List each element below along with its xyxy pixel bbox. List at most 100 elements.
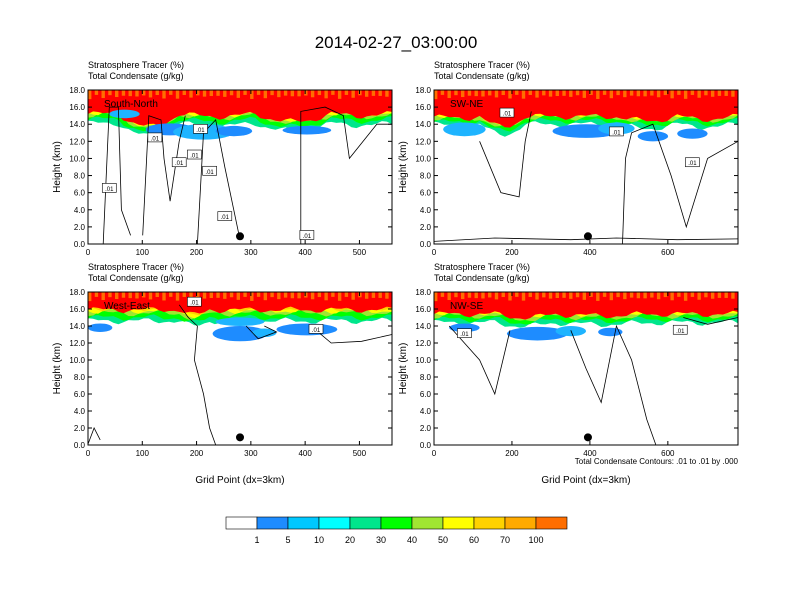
- tracer-spike: [683, 90, 688, 99]
- contour-label: .01: [217, 211, 233, 221]
- x-tick-label: 400: [298, 248, 312, 257]
- colorbar-label: 20: [345, 535, 355, 545]
- contour-label-box: [101, 183, 117, 193]
- y-tick-label: 2.0: [74, 424, 86, 433]
- colorbar-swatch: [380, 516, 413, 530]
- location-marker: [236, 433, 244, 442]
- tracer-spike: [616, 90, 620, 96]
- tracer-spike: [277, 90, 281, 98]
- tracer-spike: [209, 292, 213, 299]
- y-tick-label: 8.0: [74, 172, 86, 181]
- tracer-spike: [683, 292, 688, 301]
- y-tick-label: 8.0: [420, 172, 432, 181]
- contour-label: .01: [171, 157, 187, 167]
- y-tick-label: 6.0: [420, 189, 432, 198]
- colorbar-swatch: [473, 516, 506, 530]
- contour-label-box: [685, 157, 700, 168]
- tracer-spike: [724, 292, 728, 298]
- tracer-spike: [710, 292, 715, 299]
- contour-label: .01: [187, 296, 202, 307]
- y-tick-label: 4.0: [420, 206, 432, 215]
- tracer-spike: [182, 292, 186, 297]
- tracer-spike: [717, 292, 722, 298]
- y-tick-label: 0.0: [420, 240, 432, 249]
- tracer-spike: [515, 90, 519, 95]
- x-axis-label: Grid Point (dx=3km): [541, 475, 630, 486]
- tracer-spike: [263, 292, 268, 301]
- contour-label-text: .01: [303, 234, 312, 240]
- tracer-spike: [371, 90, 376, 96]
- tracer-spike: [344, 90, 349, 95]
- contour-label-box: [672, 324, 688, 335]
- panel-label: SW-NE: [450, 99, 483, 110]
- colorbar-label: 5: [285, 535, 290, 545]
- tracer-spike: [351, 90, 355, 98]
- tracer-spike: [602, 90, 607, 95]
- contour-label-text: .01: [196, 128, 205, 134]
- tracer-spike: [575, 292, 580, 298]
- x-tick-label: 0: [432, 248, 437, 257]
- condensate-contour: [434, 237, 738, 242]
- x-tick-label: 500: [353, 248, 367, 257]
- tracer-spike: [385, 292, 389, 299]
- tracer-spike: [461, 90, 465, 98]
- tracer-spike: [364, 90, 369, 97]
- tracer-spike: [371, 292, 376, 298]
- condensate-blob: [212, 326, 268, 342]
- y-tick-label: 0.0: [420, 441, 432, 450]
- panel-nw-se: Stratosphere Tracer (%)Total Condensate …: [398, 262, 739, 486]
- y-tick-label: 4.0: [74, 407, 86, 416]
- y-axis-label: Height (km): [398, 343, 409, 395]
- condensate-blob: [506, 326, 568, 341]
- tracer-spike: [317, 90, 322, 96]
- tracer-spike: [223, 90, 227, 97]
- location-marker: [236, 232, 244, 241]
- x-tick-label: 0: [86, 449, 91, 458]
- tracer-spike: [162, 292, 166, 301]
- tracer-spike: [324, 90, 328, 99]
- tracer-spike: [317, 292, 322, 298]
- tracer-spike: [351, 292, 355, 300]
- contour-label: .01: [685, 157, 700, 168]
- panels: Stratosphere Tracer (%)Total Condensate …: [52, 60, 739, 486]
- tracer-spike: [508, 292, 512, 301]
- x-tick-label: 400: [298, 449, 312, 458]
- y-tick-label: 14.0: [69, 322, 85, 331]
- contour-label-box: [609, 126, 624, 137]
- tracer-spike: [434, 90, 438, 100]
- tracer-spike: [216, 292, 220, 298]
- tracer-spike: [290, 292, 295, 299]
- field-label: Stratosphere Tracer (%): [88, 262, 184, 272]
- contour-label: .01: [193, 124, 208, 134]
- tracer-spike: [250, 292, 254, 301]
- tracer-spike: [135, 292, 139, 299]
- condensate-blob: [282, 125, 332, 135]
- tracer-spike: [488, 90, 492, 96]
- x-tick-label: 200: [505, 248, 519, 257]
- tracer-band: [88, 90, 392, 126]
- contour-label-text: .01: [676, 329, 685, 335]
- y-tick-label: 10.0: [415, 356, 431, 365]
- tracer-spike: [250, 90, 254, 99]
- colorbar-swatch: [535, 516, 568, 530]
- tracer-spike: [650, 90, 654, 96]
- contour-label-text: .01: [190, 154, 199, 160]
- colorbar-label: 1: [254, 535, 259, 545]
- tracer-spike: [440, 292, 445, 297]
- x-tick-label: 200: [190, 449, 204, 458]
- tracer-spike: [88, 292, 92, 302]
- tracer-spike: [344, 292, 349, 297]
- field-label: Stratosphere Tracer (%): [434, 262, 530, 272]
- tracer-spike: [447, 292, 451, 301]
- tracer-spike: [717, 90, 722, 96]
- tracer-spike: [643, 90, 647, 97]
- tracer-spike: [94, 90, 99, 95]
- y-tick-label: 6.0: [74, 189, 86, 198]
- colorbar-swatch: [287, 516, 320, 530]
- tracer-spike: [243, 292, 247, 297]
- tracer-spike: [148, 292, 153, 300]
- tracer-spike: [528, 90, 532, 95]
- contour-label-box: [217, 211, 233, 221]
- y-axis-label: Height (km): [52, 343, 63, 395]
- y-tick-label: 6.0: [420, 390, 432, 399]
